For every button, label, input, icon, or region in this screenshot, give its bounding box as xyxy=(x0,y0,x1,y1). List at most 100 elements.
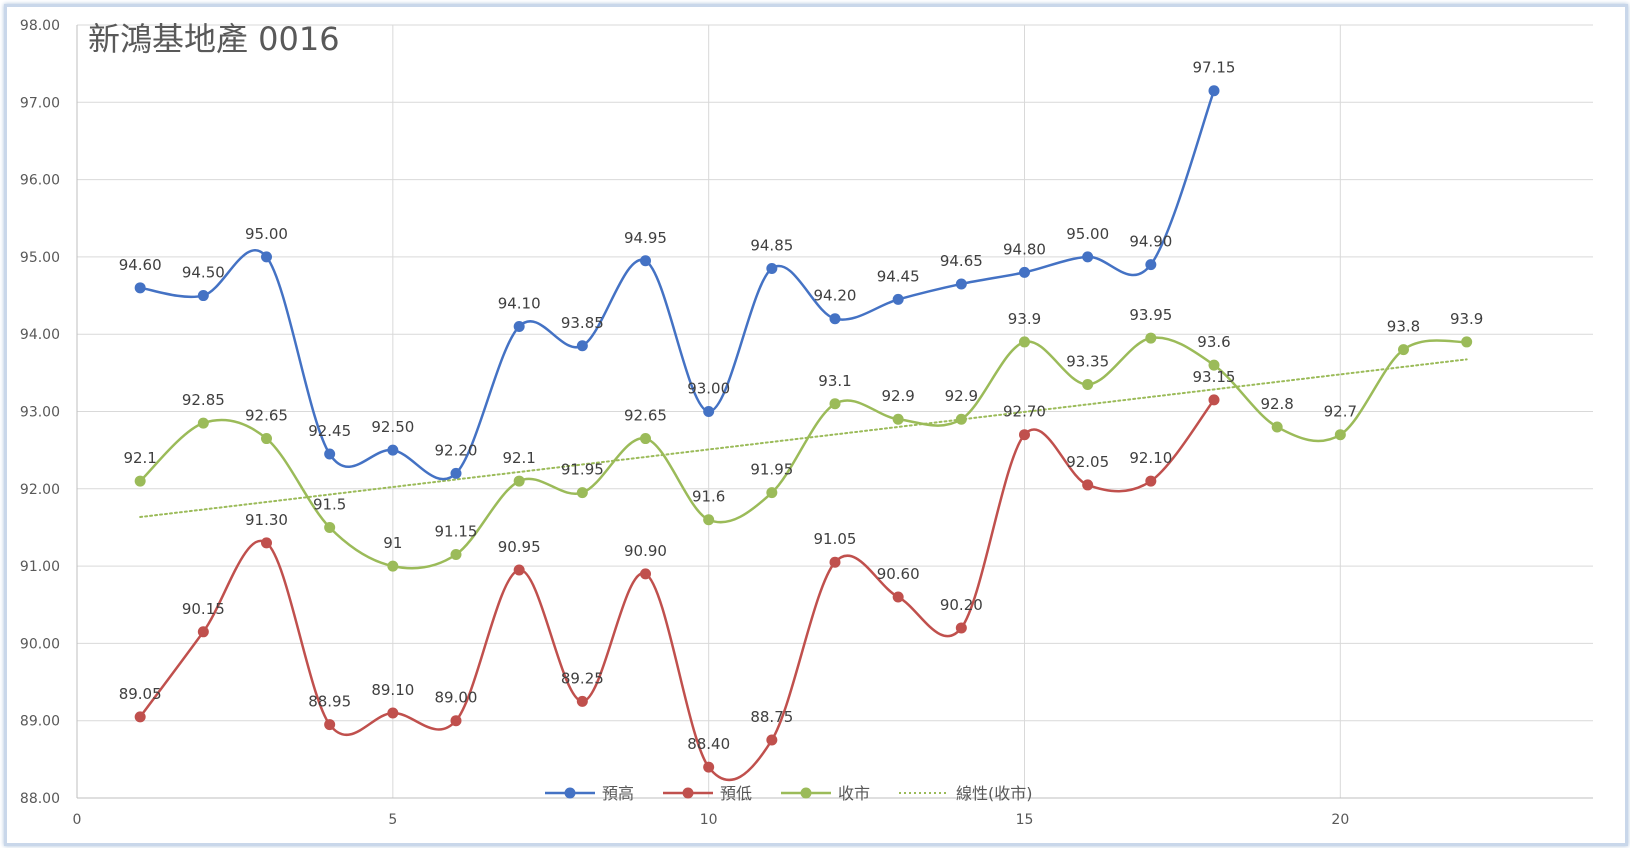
y-tick-label: 90.00 xyxy=(20,636,60,652)
series-3-point xyxy=(134,475,146,487)
series-3-line xyxy=(139,336,1467,570)
series-3-point xyxy=(1398,344,1409,356)
series-3-data-label: 92.65 xyxy=(245,407,288,425)
series-3-data-label: 91.5 xyxy=(313,495,346,513)
x-tick-label: 10 xyxy=(700,812,718,828)
series-3-data-label: 92.85 xyxy=(182,391,225,409)
series-3-data-label: 92.9 xyxy=(945,387,978,405)
series-2-data-label: 89.10 xyxy=(371,681,414,699)
series-1-point xyxy=(829,313,841,325)
series-3-point xyxy=(450,549,462,561)
series-3-data-label: 93.8 xyxy=(1387,318,1420,336)
series-3-point xyxy=(766,487,778,499)
x-tick-label: 15 xyxy=(1016,812,1034,828)
series-lines xyxy=(134,85,1473,782)
series-2-data-label: 89.00 xyxy=(435,689,478,707)
series-1-data-label: 94.85 xyxy=(750,236,793,254)
series-2-point xyxy=(892,591,904,603)
legend-item: 收市 xyxy=(781,784,870,803)
series-1-point xyxy=(703,406,715,417)
series-3-data-label: 92.1 xyxy=(123,449,156,467)
series-1-data-label: 93.85 xyxy=(561,314,604,332)
series-2-point xyxy=(513,564,525,576)
series-1-data-label: 94.90 xyxy=(1129,233,1172,251)
y-tick-label: 91.00 xyxy=(20,559,60,575)
series-2-data-label: 92.10 xyxy=(1129,449,1172,467)
series-1-point xyxy=(766,262,778,274)
series-1-point xyxy=(955,278,967,290)
series-3-point xyxy=(829,398,841,410)
legend-item: 線性(收市) xyxy=(899,784,1033,803)
y-tick-label: 94.00 xyxy=(20,327,60,343)
series-3-data-label: 91.95 xyxy=(750,461,793,479)
y-tick-label: 98.00 xyxy=(20,18,60,34)
series-1-data-label: 92.45 xyxy=(308,422,351,440)
legend-label: 收市 xyxy=(838,784,870,803)
series-2-point xyxy=(324,719,336,731)
series-3-data-label: 91.6 xyxy=(692,488,725,506)
series-2-point xyxy=(261,537,272,549)
y-tick-label: 97.00 xyxy=(20,95,60,111)
series-1-data-label: 94.45 xyxy=(877,267,920,285)
series-3-point xyxy=(1208,359,1220,371)
series-1-point xyxy=(1145,259,1157,271)
legend-item: 預低 xyxy=(663,784,752,803)
series-1-data-label: 95.00 xyxy=(1066,225,1109,243)
legend-swatch-marker xyxy=(682,787,694,799)
series-2-point xyxy=(1145,475,1157,487)
series-3-data-label: 93.35 xyxy=(1066,352,1109,370)
series-3-point xyxy=(324,521,336,533)
legend-swatch-marker xyxy=(800,787,812,799)
series-3-point xyxy=(1334,429,1346,441)
series-3-data-label: 92.8 xyxy=(1260,395,1293,413)
series-1-data-label: 94.80 xyxy=(1003,240,1046,258)
legend-label: 線性(收市) xyxy=(956,784,1033,803)
series-2-point xyxy=(576,695,588,707)
chart-title: 新鴻基地產 0016 xyxy=(88,20,340,58)
legend: 預高 預低 收市 線性(收市) xyxy=(545,784,1033,803)
series-1-data-label: 94.65 xyxy=(940,252,983,270)
series-1-data-label: 92.50 xyxy=(371,418,414,436)
y-tick-label: 95.00 xyxy=(20,250,60,266)
series-2-data-label: 89.05 xyxy=(119,685,162,703)
series-3-data-label: 92.1 xyxy=(502,449,535,467)
series-1-point xyxy=(324,448,336,460)
series-3-point xyxy=(513,475,525,487)
trendline-linear xyxy=(139,358,1468,519)
series-1-data-label: 94.20 xyxy=(814,287,857,305)
series-2-data-label: 93.15 xyxy=(1193,368,1236,386)
series-2-point xyxy=(703,761,715,773)
series-1-point xyxy=(1019,266,1030,278)
series-2-data-label: 90.90 xyxy=(624,542,667,560)
series-2-point xyxy=(197,626,209,638)
series-2-data-label: 90.95 xyxy=(498,538,541,556)
series-1-point xyxy=(576,340,588,352)
series-1-point xyxy=(1208,85,1220,97)
series-3-data-label: 91 xyxy=(383,534,402,552)
series-1-point xyxy=(513,320,525,332)
x-tick-label: 5 xyxy=(388,812,397,828)
series-1-data-label: 94.10 xyxy=(498,294,541,312)
series-2-data-label: 88.40 xyxy=(687,735,730,753)
series-2-point xyxy=(387,707,399,719)
series-3-point xyxy=(955,413,967,425)
series-1-data-label: 95.00 xyxy=(245,225,288,243)
series-2-point xyxy=(134,711,146,723)
series-3-point xyxy=(387,560,399,572)
series-2-data-label: 90.15 xyxy=(182,600,225,618)
series-1-point xyxy=(134,282,146,294)
series-2-data-label: 92.70 xyxy=(1003,403,1046,421)
series-3-data-label: 92.9 xyxy=(881,387,914,405)
series-3-data-label: 93.6 xyxy=(1197,333,1230,351)
series-3-point xyxy=(261,433,272,445)
series-1-data-label: 93.00 xyxy=(687,380,730,398)
series-3-point xyxy=(1271,421,1283,433)
series-1-data-label: 94.95 xyxy=(624,229,667,247)
series-1-point xyxy=(892,293,904,305)
y-tick-label: 89.00 xyxy=(20,714,60,730)
series-1-data-label: 97.15 xyxy=(1193,59,1236,77)
series-3-data-label: 93.9 xyxy=(1450,310,1483,328)
series-2-point xyxy=(1019,429,1030,441)
series-2-point xyxy=(955,622,967,634)
